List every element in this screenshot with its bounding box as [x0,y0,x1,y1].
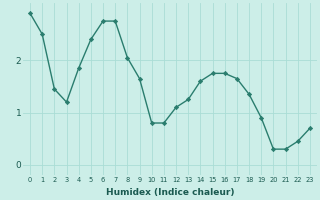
X-axis label: Humidex (Indice chaleur): Humidex (Indice chaleur) [106,188,234,197]
